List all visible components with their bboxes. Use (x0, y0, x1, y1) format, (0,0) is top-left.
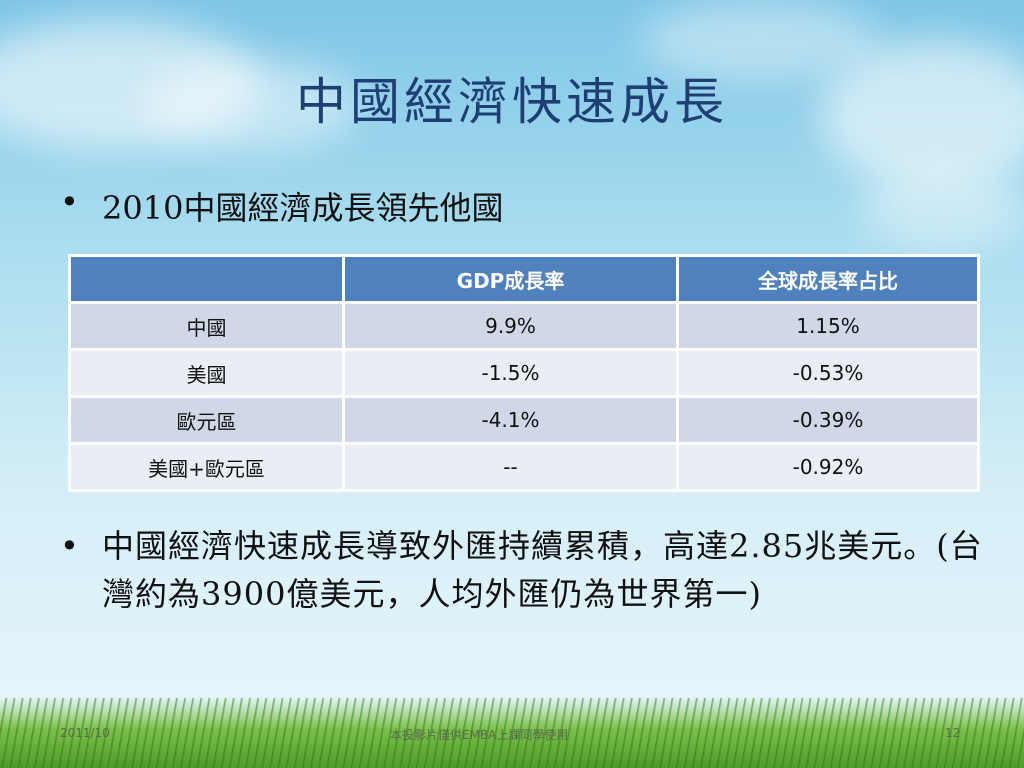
table-row: 美國+歐元區 -- -0.92% (68, 442, 980, 492)
cloud-decoration (860, 170, 1024, 250)
bullet-dot-icon: • (60, 183, 79, 221)
cloud-decoration (640, 0, 880, 80)
bullet-item-1: • 2010中國經濟成長領先他國 (60, 183, 503, 229)
bullet-text: 2010中國經濟成長領先他國 (102, 189, 504, 227)
bullet-text: 中國經濟快速成長導致外匯持續累積，高達2.85兆美元。(台灣約為3900億美元，… (102, 527, 983, 613)
row-label: 美國 (68, 348, 345, 398)
table-row: 歐元區 -4.1% -0.39% (68, 395, 980, 445)
gdp-value: 9.9% (342, 301, 679, 351)
gdp-value: -- (342, 442, 679, 492)
table-row: 中國 9.9% 1.15% (68, 301, 980, 351)
gdp-value: -4.1% (342, 395, 679, 445)
table-header-row: GDP成長率 全球成長率占比 (68, 254, 980, 304)
share-value: -0.53% (676, 348, 980, 398)
share-value: 1.15% (676, 301, 980, 351)
header-cell-gdp: GDP成長率 (342, 254, 679, 304)
bullet-dot-icon: • (60, 527, 79, 565)
row-label: 中國 (68, 301, 345, 351)
row-label: 歐元區 (68, 395, 345, 445)
footer-note: 本投影片僅供EMBA上課同學使用 (390, 728, 569, 742)
page-number: 12 (945, 726, 961, 740)
slide-title: 中國經濟快速成長 (296, 73, 728, 131)
footer-date: 2011/10 (60, 726, 110, 740)
row-label: 美國+歐元區 (68, 442, 345, 492)
table-row: 美國 -1.5% -0.53% (68, 348, 980, 398)
share-value: -0.39% (676, 395, 980, 445)
cloud-decoration (820, 40, 1024, 190)
header-cell-global-share: 全球成長率占比 (676, 254, 980, 304)
bullet-item-2: • 中國經濟快速成長導致外匯持續累積，高達2.85兆美元。(台灣約為3900億美… (60, 522, 995, 618)
grass-decoration (0, 698, 1024, 768)
growth-table: GDP成長率 全球成長率占比 中國 9.9% 1.15% 美國 -1.5% -0… (68, 254, 980, 492)
header-cell-blank (68, 254, 345, 304)
cloud-decoration (140, 60, 360, 150)
share-value: -0.92% (676, 442, 980, 492)
gdp-value: -1.5% (342, 348, 679, 398)
cloud-decoration (0, 20, 260, 150)
